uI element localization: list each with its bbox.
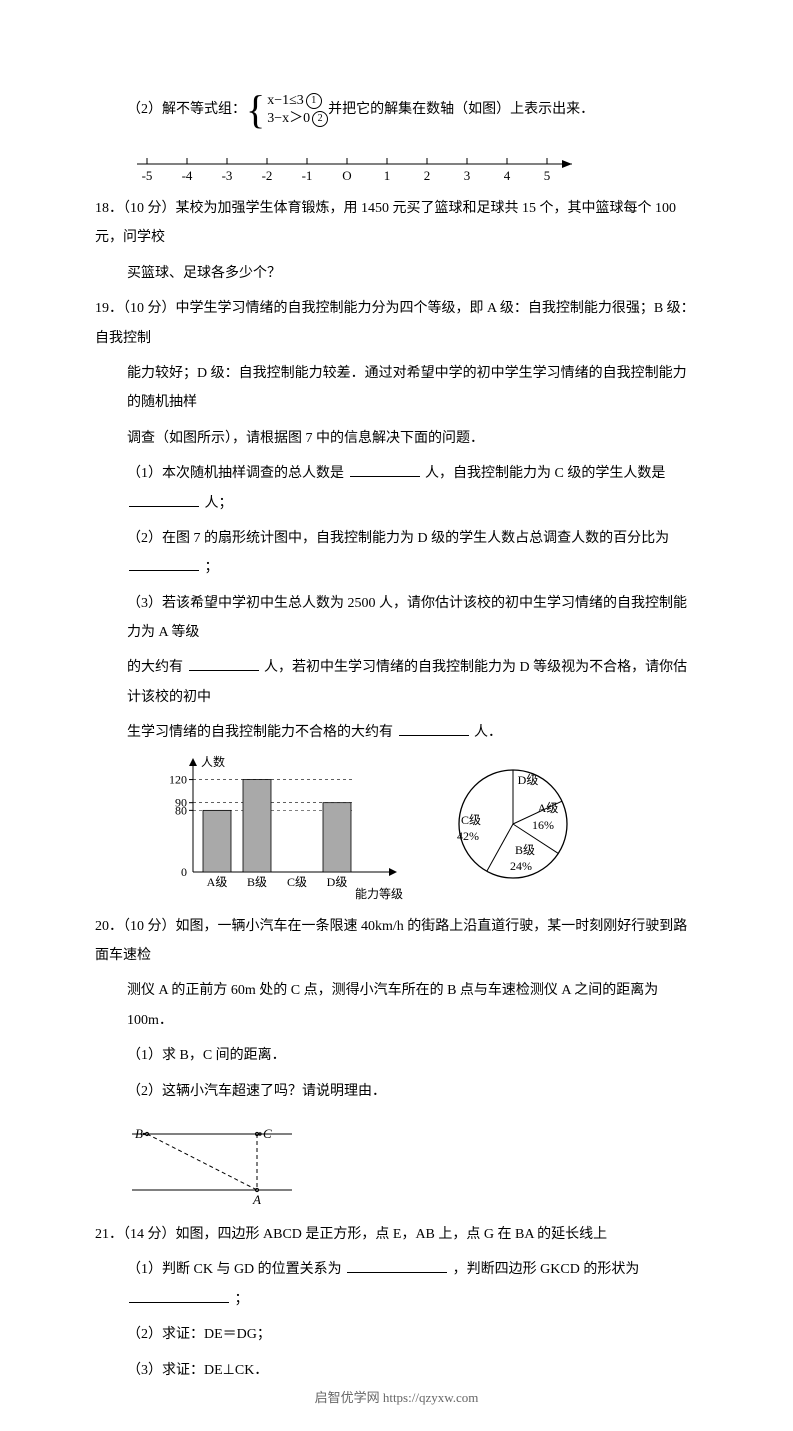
svg-text:A级: A级 (538, 801, 559, 815)
q19-s3-line3: 生学习情绪的自我控制能力不合格的大约有 人． (95, 718, 698, 747)
svg-text:-5: -5 (142, 168, 153, 183)
q19-s3-line1: （3）若该希望中学初中生总人数为 2500 人，请你估计该校的初中生学习情绪的自… (95, 589, 698, 648)
q19-s3d: 生学习情绪的自我控制能力不合格的大约有 (127, 725, 397, 740)
blank-q19-5[interactable] (399, 721, 469, 737)
q19-l2: 能力较好；D 级：自我控制能力较差．通过对希望中学的初中学生学习情绪的自我控制能… (95, 359, 698, 418)
q17-2-suffix: 并把它的解集在数轴（如图）上表示出来． (328, 95, 594, 124)
brace-left: { (246, 90, 265, 130)
svg-text:O: O (342, 168, 351, 183)
circle-2: 2 (312, 111, 328, 127)
bar-chart-svg: 人数能力等级08090120A级B级C级D级 (143, 754, 403, 904)
q19-s2b: ； (205, 560, 219, 575)
q17-2-eq1: x−1≤3 (267, 93, 304, 108)
q21-s2: （2）求证：DE＝DG； (95, 1320, 698, 1349)
svg-text:C: C (263, 1126, 272, 1141)
q21-s1c: ； (235, 1292, 249, 1307)
q18-line2: 买篮球、足球各多少个？ (95, 259, 698, 288)
q20-s1: （1）求 B，C 间的距离． (95, 1041, 698, 1070)
svg-text:-3: -3 (222, 168, 233, 183)
q21-head: 21．（14 分）如图，四边形 ABCD 是正方形，点 E，AB 上，点 G 在… (95, 1220, 698, 1249)
q19-s2: （2）在图 7 的扇形统计图中，自我控制能力为 D 级的学生人数占总调查人数的百… (95, 524, 698, 583)
svg-text:D级: D级 (327, 875, 348, 889)
q19-figures: 人数能力等级08090120A级B级C级D级 D级A级16%B级24%C级42% (143, 754, 698, 904)
svg-text:42%: 42% (457, 829, 479, 843)
svg-text:人数: 人数 (201, 754, 225, 769)
svg-text:2: 2 (424, 168, 431, 183)
svg-text:能力等级: 能力等级 (355, 887, 403, 901)
q19-s3b: 的大约有 (127, 660, 187, 675)
q19-s1a: （1）本次随机抽样调查的总人数是 (127, 466, 348, 481)
page-footer: 启智优学网 https://qzyxw.com (0, 1384, 793, 1411)
blank-q21-1[interactable] (347, 1258, 447, 1274)
q19-s1c: 人； (205, 496, 233, 511)
svg-text:B: B (135, 1126, 143, 1141)
q21-s1a: （1）判断 CK 与 GD 的位置关系为 (127, 1262, 345, 1277)
q20-figure: B C A (127, 1112, 698, 1212)
blank-q19-2[interactable] (129, 491, 199, 507)
q17-2-line: （2）解不等式组： { x−1≤31 3−x＞02 并把它的解集在数轴（如图）上… (95, 90, 698, 130)
q19-s2a: （2）在图 7 的扇形统计图中，自我控制能力为 D 级的学生人数占总调查人数的百… (127, 531, 669, 546)
blank-q19-1[interactable] (350, 461, 420, 477)
number-line-figure: -5 -4 -3 -2 -1 O 1 2 3 4 5 (127, 136, 698, 186)
q19-l3: 调查（如图所示），请根据图 7 中的信息解决下面的问题． (95, 424, 698, 453)
q19-s3-line2: 的大约有 人，若初中生学习情绪的自我控制能力为 D 等级视为不合格，请你估计该校… (95, 653, 698, 712)
svg-text:16%: 16% (532, 818, 554, 832)
page: （2）解不等式组： { x−1≤31 3−x＞02 并把它的解集在数轴（如图）上… (0, 0, 793, 1431)
q20-s2: （2）这辆小汽车超速了吗？请说明理由． (95, 1077, 698, 1106)
pie-chart-svg: D级 A级 16% B级 24% C级 42% (433, 754, 593, 894)
q17-2-prefix: （2）解不等式组： (127, 95, 246, 124)
q19-s1: （1）本次随机抽样调查的总人数是 人，自我控制能力为 C 级的学生人数是 人； (95, 459, 698, 518)
blank-q19-3[interactable] (129, 556, 199, 572)
svg-text:120: 120 (169, 772, 187, 786)
svg-text:C级: C级 (287, 875, 307, 889)
svg-text:3: 3 (464, 168, 471, 183)
q19-s3e: 人． (474, 725, 502, 740)
q17-2-eq2: 3−x＞0 (267, 111, 310, 126)
svg-text:-1: -1 (302, 168, 313, 183)
svg-text:C级: C级 (461, 813, 481, 827)
svg-text:A: A (252, 1192, 261, 1207)
q19-head: 19．（10 分）中学生学习情绪的自我控制能力分为四个等级，即 A 级：自我控制… (95, 294, 698, 353)
q21-s3: （3）求证：DE⊥CK． (95, 1356, 698, 1385)
q17-2-system: x−1≤31 3−x＞02 (267, 92, 328, 128)
circle-1: 1 (306, 93, 322, 109)
q19-s1b: 人，自我控制能力为 C 级的学生人数是 (425, 466, 665, 481)
svg-text:0: 0 (181, 865, 187, 879)
svg-text:-4: -4 (182, 168, 193, 183)
q18-head: 18．（10 分）某校为加强学生体育锻炼，用 1450 元买了篮球和足球共 15… (95, 194, 698, 253)
svg-text:1: 1 (384, 168, 391, 183)
svg-text:D级: D级 (518, 773, 539, 787)
q20-head: 20．（10 分）如图，一辆小汽车在一条限速 40km/h 的街路上沿直道行驶，… (95, 912, 698, 971)
svg-text:24%: 24% (510, 859, 532, 873)
q19-s3a: （3）若该希望中学初中生总人数为 2500 人，请你估计该校的初中生学习情绪的自… (127, 596, 687, 640)
svg-text:90: 90 (175, 795, 187, 809)
svg-text:-2: -2 (262, 168, 273, 183)
blank-q21-2[interactable] (129, 1287, 229, 1303)
blank-q19-4[interactable] (189, 656, 259, 672)
q21-s1: （1）判断 CK 与 GD 的位置关系为 ，判断四边形 GKCD 的形状为 ； (95, 1255, 698, 1314)
svg-text:5: 5 (544, 168, 551, 183)
q21-s1b: ，判断四边形 GKCD 的形状为 (453, 1262, 640, 1277)
svg-text:B级: B级 (515, 843, 535, 857)
svg-text:4: 4 (504, 168, 511, 183)
q20-triangle-svg: B C A (127, 1112, 297, 1212)
q20-l2: 测仪 A 的正前方 60m 处的 C 点，测得小汽车所在的 B 点与车速检测仪 … (95, 976, 698, 1035)
number-line-svg: -5 -4 -3 -2 -1 O 1 2 3 4 5 (127, 136, 597, 186)
svg-text:B级: B级 (247, 875, 267, 889)
svg-text:A级: A级 (207, 875, 228, 889)
